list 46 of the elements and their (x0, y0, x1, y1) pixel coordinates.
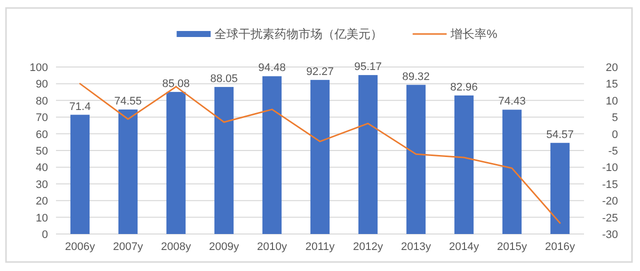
y-tick-label: 100 (30, 62, 48, 74)
y-tick-label: 0 (42, 229, 48, 241)
y2-tick-label: 20 (606, 62, 618, 74)
y-tick-label: 70 (36, 112, 48, 124)
x-tick-label: 2006y (65, 241, 96, 253)
y-tick-label: 30 (36, 178, 48, 191)
data-label: 54.57 (546, 128, 574, 141)
data-label: 94.48 (258, 62, 286, 74)
data-label: 92.27 (306, 66, 334, 78)
y2-tick-label: -15 (602, 178, 618, 191)
y2-tick-label: -20 (602, 196, 618, 208)
y-tick-label: 50 (36, 146, 48, 158)
legend-label: 全球干扰素药物市场（亿美元） (214, 27, 383, 41)
x-tick-label: 2011y (305, 241, 336, 253)
y2-tick-label: 5 (612, 112, 618, 124)
data-label: 82.96 (450, 81, 478, 94)
x-tick-label: 2010y (257, 241, 288, 253)
data-label: 88.05 (210, 72, 238, 85)
y2-tick-label: 15 (606, 78, 618, 91)
x-tick-label: 2016y (545, 241, 576, 253)
data-label: 95.17 (354, 61, 382, 74)
y-tick-label: 10 (36, 212, 48, 224)
x-tick-label: 2007y (113, 241, 144, 253)
x-tick-label: 2012y (353, 241, 384, 253)
y2-tick-label: -25 (602, 212, 618, 224)
x-tick-label: 2008y (161, 241, 192, 253)
x-tick-label: 2009y (209, 241, 240, 253)
y-tick-label: 60 (36, 128, 48, 141)
data-label: 71.4 (69, 100, 91, 113)
y2-tick-label: -5 (608, 146, 618, 158)
x-tick-label: 2014y (449, 241, 480, 253)
x-tick-label: 2015y (497, 241, 528, 253)
data-label: 89.32 (402, 70, 430, 83)
data-label: 74.55 (114, 96, 142, 108)
y-tick-label: 80 (36, 95, 48, 108)
y-tick-label: 20 (36, 196, 48, 208)
data-label: 85.08 (162, 78, 190, 90)
y-tick-label: 90 (36, 78, 48, 91)
y2-tick-label: -30 (602, 229, 618, 241)
y-tick-label: 40 (36, 162, 48, 174)
legend-label: 增长率% (450, 27, 498, 41)
y2-tick-label: -10 (602, 162, 618, 174)
y2-tick-label: 10 (606, 95, 618, 108)
y2-tick-label: 0 (612, 128, 618, 141)
x-tick-label: 2013y (401, 241, 432, 253)
data-label: 74.43 (498, 96, 526, 108)
